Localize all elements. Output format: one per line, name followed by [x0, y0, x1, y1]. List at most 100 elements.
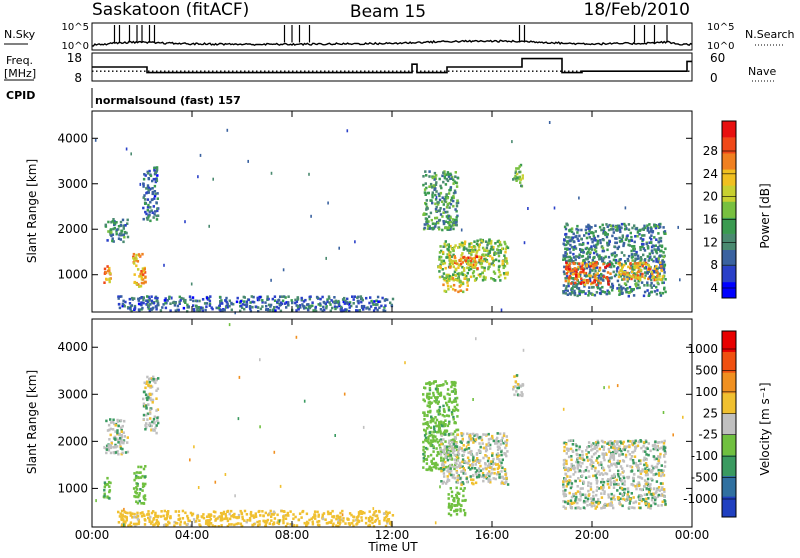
data-cell — [488, 251, 491, 254]
data-cell — [442, 480, 446, 484]
data-cell — [603, 492, 606, 495]
data-cell — [126, 450, 130, 454]
data-cell — [609, 479, 612, 483]
data-cell — [582, 270, 585, 274]
data-cell — [662, 260, 666, 264]
data-cell — [122, 518, 125, 521]
data-cell — [626, 495, 629, 499]
data-cell — [389, 522, 392, 525]
data-cell — [596, 443, 600, 447]
data-cell — [441, 196, 444, 199]
data-cell — [140, 274, 143, 278]
data-cell — [485, 473, 488, 477]
noise-panel: N.Sky N.Search 10^5 10^0 10^5 10^0 — [4, 22, 795, 52]
data-cell — [113, 422, 116, 426]
data-cell — [458, 492, 461, 495]
data-cell — [571, 272, 575, 276]
data-cell — [261, 299, 264, 302]
data-cell — [660, 265, 663, 268]
data-cell — [492, 263, 495, 267]
data-cell — [466, 249, 469, 252]
data-cell — [214, 480, 217, 484]
data-cell — [146, 303, 149, 306]
data-cell — [629, 499, 632, 503]
data-cell — [433, 178, 436, 181]
data-cell — [270, 515, 273, 518]
data-cell — [245, 303, 249, 306]
data-cell — [385, 510, 388, 514]
data-cell — [113, 221, 116, 225]
data-cell — [634, 461, 638, 465]
data-cell — [598, 463, 601, 467]
data-cell — [640, 269, 643, 272]
data-cell — [454, 453, 457, 457]
data-cell — [618, 236, 621, 240]
data-cell — [452, 191, 456, 195]
data-cell — [612, 265, 616, 268]
data-cell — [492, 259, 495, 262]
data-cell — [472, 398, 474, 401]
data-cell — [145, 396, 148, 400]
data-cell — [495, 453, 499, 457]
data-cell — [588, 272, 591, 276]
data-cell — [326, 510, 330, 514]
data-cell — [116, 445, 119, 448]
data-cell — [627, 490, 630, 494]
data-cell — [440, 442, 443, 446]
data-cell — [582, 250, 585, 254]
data-cell — [140, 270, 143, 273]
data-cell — [521, 177, 524, 180]
data-cell — [592, 261, 595, 265]
data-cell — [428, 383, 432, 387]
data-cell — [198, 309, 201, 313]
data-cell — [502, 432, 506, 435]
data-cell — [477, 470, 481, 474]
frequency-trace — [92, 57, 692, 74]
data-cell — [568, 491, 571, 495]
data-cell — [297, 308, 300, 311]
data-cell — [477, 475, 481, 478]
data-cell — [155, 409, 158, 412]
data-cell — [662, 469, 665, 472]
data-cell — [456, 478, 459, 482]
data-cell — [519, 181, 522, 184]
data-cell — [206, 515, 209, 518]
data-cell — [471, 458, 475, 462]
data-cell — [593, 236, 596, 240]
data-cell — [631, 259, 634, 262]
data-cell — [125, 515, 128, 519]
data-cell — [348, 309, 351, 313]
data-cell — [148, 309, 151, 312]
data-cell — [142, 467, 146, 471]
colorbar-segment — [722, 434, 736, 456]
data-cell — [449, 453, 452, 457]
data-cell — [511, 140, 513, 144]
data-cell — [107, 448, 111, 452]
data-cell — [658, 441, 661, 444]
data-cell — [262, 514, 265, 517]
data-cell — [454, 244, 457, 247]
data-cell — [662, 255, 665, 259]
data-cell — [487, 480, 490, 483]
data-cell — [244, 303, 247, 307]
data-cell — [629, 266, 632, 270]
data-cell — [472, 432, 475, 436]
data-cell — [211, 307, 214, 311]
data-cell — [659, 291, 662, 295]
data-cell — [447, 414, 451, 418]
data-cell — [143, 198, 147, 201]
data-cell — [601, 478, 604, 481]
data-cell — [462, 290, 465, 294]
data-cell — [430, 467, 433, 470]
data-cell — [594, 267, 597, 270]
data-cell — [143, 390, 146, 394]
data-cell — [611, 476, 615, 479]
data-cell — [435, 181, 438, 184]
data-cell — [447, 175, 451, 178]
data-cell — [626, 493, 629, 496]
data-cell — [338, 304, 341, 308]
data-cell — [451, 438, 455, 442]
data-cell — [148, 210, 151, 213]
data-cell — [570, 501, 573, 505]
freq-unit-label: [MHz] — [4, 67, 36, 80]
